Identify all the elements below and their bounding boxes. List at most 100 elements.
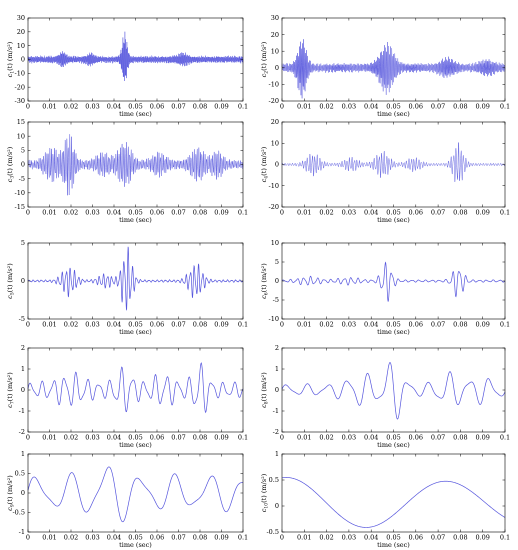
x-tick-label: 0.1 xyxy=(238,434,248,442)
y-tick-label: 20 xyxy=(271,118,279,126)
x-tick-label: 0 xyxy=(280,434,284,442)
y-label-var: c xyxy=(260,178,268,182)
x-tick-label: 0.01 xyxy=(297,209,311,217)
imf-panel-10: -0.500.510 0.01 0.02 0.03 0.04 0.05 0.06 0.07 0.… xyxy=(260,450,510,549)
imf-series-line xyxy=(281,142,506,183)
y-tick-label: -5 xyxy=(19,175,25,183)
x-tick-label: 0.08 xyxy=(453,534,467,542)
x-tick-label: 0.01 xyxy=(297,434,311,442)
y-tick-label: -30 xyxy=(15,97,25,105)
y-tick-label: 30 xyxy=(271,14,279,22)
plot-frame xyxy=(27,347,244,433)
y-label-subscript: 8 xyxy=(264,401,270,404)
y-tick-label: 15 xyxy=(17,118,25,126)
y-label-unit: (m/s²) xyxy=(260,263,268,283)
y-label-subscript: 5 xyxy=(10,292,16,295)
x-tick-label: 0.09 xyxy=(214,209,228,217)
imf-panel-7: -2 -1 0 1 2 0 0.01 0.02 0.03 0.04 0.05 0.06 0.07 0.08… xyxy=(6,344,248,449)
y-tick-label: 10 xyxy=(271,47,279,55)
x-tick-label: 0.04 xyxy=(364,209,378,217)
x-tick-label: 0.09 xyxy=(475,321,489,329)
y-tick-label: 0 xyxy=(21,489,25,497)
y-tick-label: -0.5 xyxy=(12,509,25,517)
x-tick-label: 0.07 xyxy=(171,321,185,329)
x-tick-label: 0.02 xyxy=(64,534,78,542)
y-tick-label: 0 xyxy=(21,56,25,64)
x-axis-label: time (sec) xyxy=(377,110,410,118)
x-tick-label: 0 xyxy=(26,209,30,217)
y-tick-label: 20 xyxy=(17,28,25,36)
x-tick-label: 0.01 xyxy=(42,209,56,217)
y-label-arg: (t) xyxy=(260,166,268,176)
x-tick-label: 0.1 xyxy=(238,103,248,111)
x-tick-label: 0.06 xyxy=(150,103,164,111)
x-tick-label: 0.04 xyxy=(107,209,121,217)
y-label-var: c xyxy=(260,295,268,299)
y-label-arg: (t) xyxy=(6,495,14,505)
x-tick-label: 0.1 xyxy=(500,321,510,329)
y-tick-label: 2 xyxy=(275,344,279,352)
x-tick-label: 0.08 xyxy=(453,434,467,442)
x-tick-label: 0.09 xyxy=(475,534,489,542)
x-tick-label: 0.09 xyxy=(214,534,228,542)
y-label-var: c xyxy=(260,508,268,512)
y-label-var: c xyxy=(6,295,14,299)
y-label-var: c xyxy=(6,404,14,408)
x-tick-label: 0 xyxy=(280,103,284,111)
y-tick-label: 0.5 xyxy=(269,476,279,484)
x-tick-label: 0.05 xyxy=(128,103,142,111)
y-tick-label: -20 xyxy=(269,97,279,105)
x-tick-label: 0 xyxy=(26,434,30,442)
x-tick-label: 0.09 xyxy=(214,321,228,329)
x-tick-label: 0.07 xyxy=(431,209,445,217)
x-tick-label: 0.1 xyxy=(500,434,510,442)
x-tick-label: 0.06 xyxy=(409,321,423,329)
x-tick-label: 0.06 xyxy=(150,209,164,217)
x-tick-label: 0.04 xyxy=(364,321,378,329)
y-label-var: c xyxy=(260,73,268,77)
x-tick-label: 0.07 xyxy=(171,534,185,542)
x-tick-label: 0.04 xyxy=(107,103,121,111)
y-axis-label: c7(t) (m/s²) xyxy=(6,372,16,408)
y-label-arg: (t) xyxy=(6,166,14,176)
x-tick-label: 0 xyxy=(280,321,284,329)
y-tick-label: 1 xyxy=(275,365,279,373)
y-label-unit: (m/s²) xyxy=(6,146,14,166)
y-label-unit: (m/s²) xyxy=(6,475,14,495)
x-tick-label: 0.03 xyxy=(85,321,99,329)
plot-frame xyxy=(281,453,506,533)
x-tick-label: 0.02 xyxy=(319,534,333,542)
x-tick-label: 0.07 xyxy=(431,534,445,542)
x-tick-label: 0.02 xyxy=(319,103,333,111)
x-tick-label: 0.03 xyxy=(85,534,99,542)
y-tick-label: 2 xyxy=(21,344,25,352)
y-tick-label: -10 xyxy=(269,315,279,323)
x-tick-label: 0.06 xyxy=(150,534,164,542)
y-label-var: c xyxy=(6,73,14,77)
imf-panel-8: -2 -1 0 1 2 0 0.01 0.02 0.03 0.04 0.05 0.06 0.07 0.08… xyxy=(260,344,510,449)
x-tick-label: 0.06 xyxy=(150,321,164,329)
y-axis-label: c10(t) (m/s²) xyxy=(260,473,270,512)
y-label-subscript: 10 xyxy=(264,503,270,509)
x-tick-label: 0.02 xyxy=(64,321,78,329)
y-label-var: c xyxy=(260,404,268,408)
y-tick-label: -10 xyxy=(15,70,25,78)
x-tick-label: 0.05 xyxy=(386,321,400,329)
x-tick-label: 0.06 xyxy=(409,103,423,111)
y-label-arg: (t) xyxy=(6,283,14,293)
x-axis-label: time (sec) xyxy=(119,441,152,449)
y-tick-label: -10 xyxy=(269,81,279,89)
y-tick-label: -5 xyxy=(19,315,25,323)
y-tick-label: 10 xyxy=(17,132,25,140)
x-tick-label: 0.03 xyxy=(85,434,99,442)
x-tick-label: 0.09 xyxy=(214,103,228,111)
x-axis-label: time (sec) xyxy=(377,541,410,549)
x-axis-label: time (sec) xyxy=(119,110,152,118)
y-label-unit: (m/s²) xyxy=(260,41,268,61)
x-axis-label: time (sec) xyxy=(377,328,410,336)
y-label-unit: (m/s²) xyxy=(260,146,268,166)
y-tick-label: 0 xyxy=(21,277,25,285)
y-tick-label: 0 xyxy=(275,277,279,285)
